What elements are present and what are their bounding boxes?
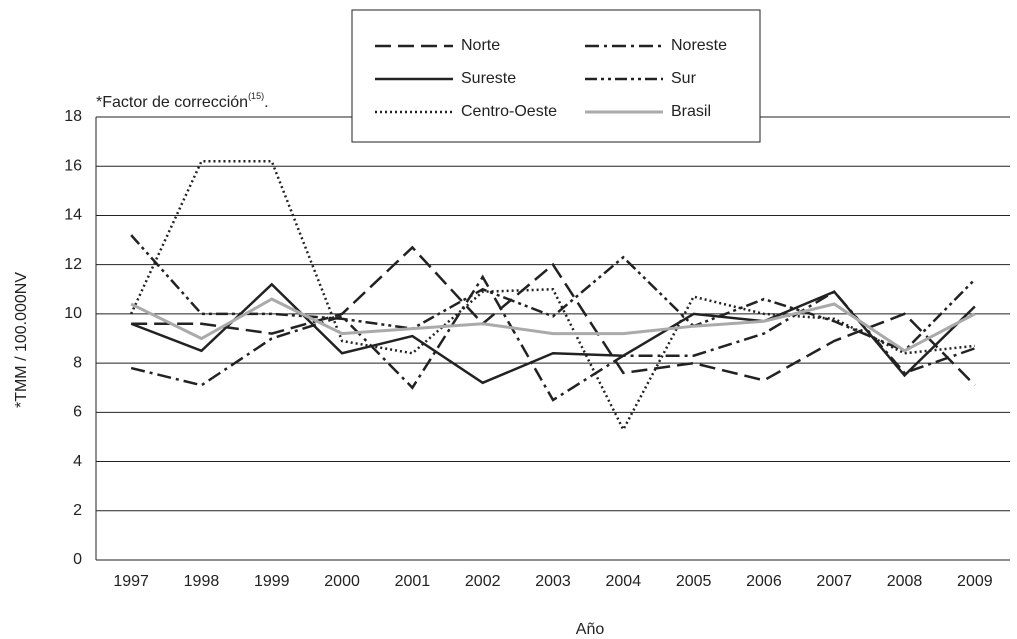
annotation-text: *Factor de corrección xyxy=(96,94,248,111)
y-tick-label: 14 xyxy=(64,207,82,224)
x-tick-label: 2005 xyxy=(676,573,712,590)
y-tick-label: 16 xyxy=(64,157,82,174)
x-tick-label: 1999 xyxy=(254,573,290,590)
x-tick-label: 2006 xyxy=(746,573,782,590)
annotation: *Factor de corrección(15). xyxy=(96,91,269,111)
legend: Norte Noreste Sureste Sur Centro-Oeste Brasil xyxy=(351,9,761,143)
x-tick-label: 2009 xyxy=(957,573,993,590)
x-tick-label: 2008 xyxy=(887,573,923,590)
series-line xyxy=(131,245,976,387)
legend-label: Noreste xyxy=(671,37,727,54)
legend-box xyxy=(351,9,761,143)
x-tick-label: 2003 xyxy=(535,573,571,590)
series-line xyxy=(130,160,975,433)
x-tick-label: 2004 xyxy=(606,573,642,590)
legend-label: Centro-Oeste xyxy=(461,103,557,120)
series-line xyxy=(130,297,976,353)
annotation-superscript: (15) xyxy=(248,91,264,101)
legend-label: Sur xyxy=(671,70,697,87)
y-tick-label: 2 xyxy=(73,502,82,519)
x-tick-label: 2007 xyxy=(816,573,852,590)
legend-label: Norte xyxy=(461,37,500,54)
x-tick-label: 2001 xyxy=(395,573,431,590)
y-tick-label: 10 xyxy=(64,305,82,322)
annotation-end: . xyxy=(264,94,268,111)
legend-label: Brasil xyxy=(671,103,711,120)
series-line xyxy=(130,234,976,353)
x-tick-label: 1997 xyxy=(113,573,149,590)
series-line xyxy=(130,282,976,385)
y-tick-label: 8 xyxy=(73,354,82,371)
y-tick-label: 4 xyxy=(73,453,82,470)
x-axis-label: Año xyxy=(576,621,605,638)
legend-label: Sureste xyxy=(461,70,516,87)
y-tick-label: 12 xyxy=(64,256,82,273)
series-line xyxy=(130,274,976,402)
y-tick-label: 6 xyxy=(73,404,82,421)
x-tick-label: 2002 xyxy=(465,573,501,590)
x-tick-label: 1998 xyxy=(184,573,220,590)
x-tick-label: 2000 xyxy=(324,573,360,590)
y-axis-label: *TMM / 100.000NV xyxy=(13,272,30,408)
y-tick-label: 18 xyxy=(64,108,82,125)
y-tick-label: 0 xyxy=(73,551,82,568)
